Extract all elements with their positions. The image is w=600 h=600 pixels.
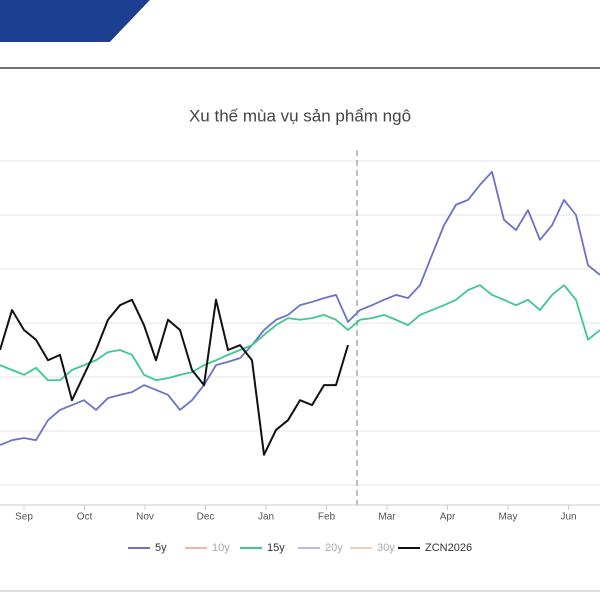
- legend-label[interactable]: 5y: [155, 542, 167, 554]
- legend-label[interactable]: 30y: [377, 542, 395, 554]
- series-line: [0, 298, 349, 456]
- x-tick-label: Mar: [378, 512, 396, 523]
- banner-stripe: [108, 0, 160, 44]
- series-line: [0, 170, 600, 446]
- series-line: [0, 284, 600, 382]
- chart-title: Xu thế mùa vụ sản phẩm ngô: [189, 106, 411, 125]
- legend-label[interactable]: 20y: [325, 542, 343, 554]
- x-tick-label: Sep: [15, 512, 33, 523]
- x-tick-label: Jan: [258, 512, 274, 523]
- banner: [0, 0, 150, 42]
- x-tick-label: Feb: [318, 512, 336, 523]
- x-tick-label: Jun: [560, 512, 576, 523]
- legend-label[interactable]: 15y: [267, 542, 285, 554]
- x-tick-label: Oct: [77, 512, 93, 523]
- x-tick-label: Dec: [197, 512, 215, 523]
- x-tick-label: Apr: [440, 512, 456, 523]
- x-tick-label: May: [499, 512, 518, 523]
- x-tick-label: Nov: [136, 512, 154, 523]
- legend-label[interactable]: ZCN2026: [425, 542, 472, 554]
- legend-label[interactable]: 10y: [212, 542, 230, 554]
